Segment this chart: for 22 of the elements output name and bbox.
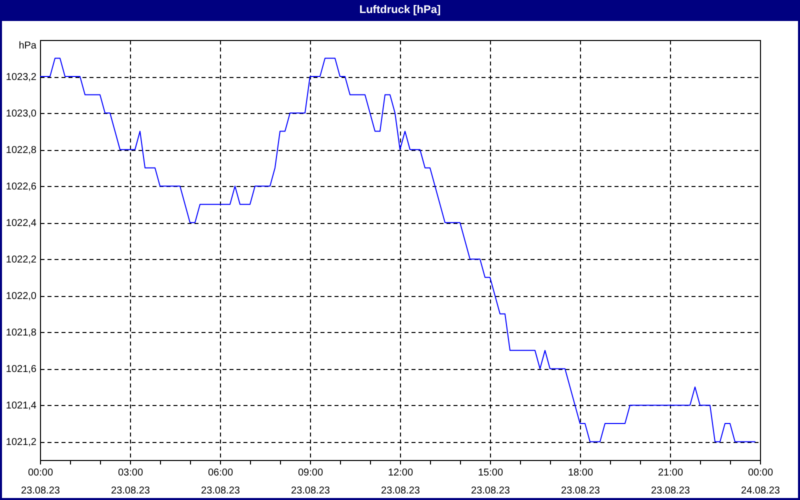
- y-tick-label: 1023,2: [6, 72, 37, 84]
- y-tick-label: 1021,2: [6, 437, 37, 448]
- y-tick-label: 1022,4: [6, 218, 37, 230]
- x-tick-label: 18:00 23.08.23: [561, 468, 600, 496]
- y-tick-label: 1022,6: [6, 182, 37, 193]
- x-tick-label: 03:00 23.08.23: [111, 468, 150, 496]
- x-tick-label: 00:00 23.08.23: [21, 468, 60, 496]
- x-tick-label: 12:00 23.08.23: [381, 468, 420, 496]
- x-tick-label: 00:00 24.08.23: [741, 468, 780, 496]
- y-axis-title: hPa: [18, 40, 37, 52]
- y-tick-label: 1023,0: [6, 108, 37, 120]
- x-tick-label: 15:00 23.08.23: [471, 468, 510, 496]
- chart-title: Luftdruck [hPa]: [2, 2, 798, 21]
- x-tick-label: 06:00 23.08.23: [201, 468, 240, 496]
- x-tick-label: 09:00 23.08.23: [291, 468, 330, 496]
- y-tick-label: 1022,8: [6, 145, 37, 156]
- y-tick-label: 1021,8: [6, 328, 37, 339]
- y-tick-label: 1021,6: [6, 364, 37, 376]
- y-tick-label: 1022,2: [6, 254, 37, 266]
- x-tick-label: 21:00 23.08.23: [651, 468, 690, 496]
- y-tick-label: 1021,4: [6, 400, 37, 412]
- y-tick-label: 1022,0: [6, 291, 37, 302]
